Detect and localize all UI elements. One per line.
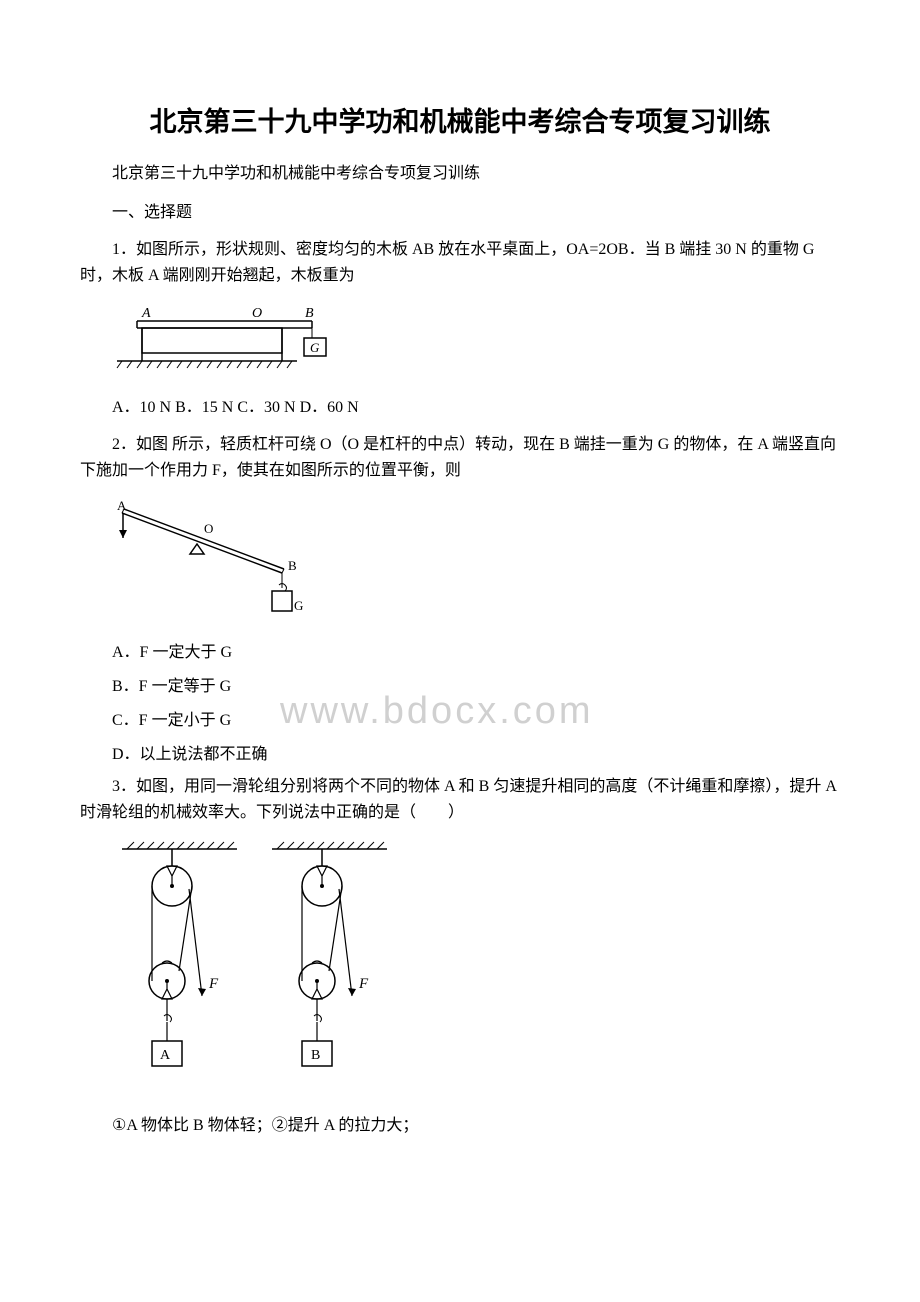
page-title: 北京第三十九中学功和机械能中考综合专项复习训练 xyxy=(80,100,840,139)
question-2-diagram: A O B G xyxy=(112,498,840,623)
question-1-text: 1．如图所示，形状规则、密度均匀的木板 AB 放在水平桌面上，OA=2OB．当 … xyxy=(80,237,840,288)
question-2-text: 2．如图 所示，轻质杠杆可绕 O（O 是杠杆的中点）转动，现在 B 端挂一重为 … xyxy=(80,432,840,483)
question-1-diagram: A O B xyxy=(112,303,840,378)
label-a: A xyxy=(160,1048,171,1063)
label-a: A xyxy=(117,498,127,513)
question-2-option-a: A．F 一定大于 G xyxy=(80,638,840,662)
label-o: O xyxy=(204,521,213,536)
label-f: F xyxy=(208,976,219,992)
question-2-option-c: C．F 一定小于 G xyxy=(80,706,840,730)
label-b: B xyxy=(311,1048,320,1063)
question-3-diagram: A F xyxy=(112,841,840,1096)
question-2-option-b: B．F 一定等于 G xyxy=(80,672,840,696)
label-f: F xyxy=(358,976,369,992)
label-b: B xyxy=(305,306,314,321)
label-g: G xyxy=(310,340,320,355)
label-a: A xyxy=(141,306,151,321)
pulley-system-a: A F xyxy=(122,842,237,1066)
label-b: B xyxy=(288,558,297,573)
question-3-text: 3．如图，用同一滑轮组分别将两个不同的物体 A 和 B 匀速提升相同的高度（不计… xyxy=(80,774,840,825)
section-header: 一、选择题 xyxy=(80,198,840,222)
pulley-system-b: B F xyxy=(272,842,387,1066)
question-1-options: A．10 N B．15 N C．30 N D．60 N xyxy=(80,393,840,417)
question-3-footer: ①A 物体比 B 物体轻；②提升 A 的拉力大； xyxy=(80,1111,840,1135)
label-g: G xyxy=(294,598,303,613)
label-o: O xyxy=(252,306,262,321)
question-2-option-d: D．以上说法都不正确 xyxy=(80,740,840,764)
subtitle: 北京第三十九中学功和机械能中考综合专项复习训练 xyxy=(80,159,840,183)
